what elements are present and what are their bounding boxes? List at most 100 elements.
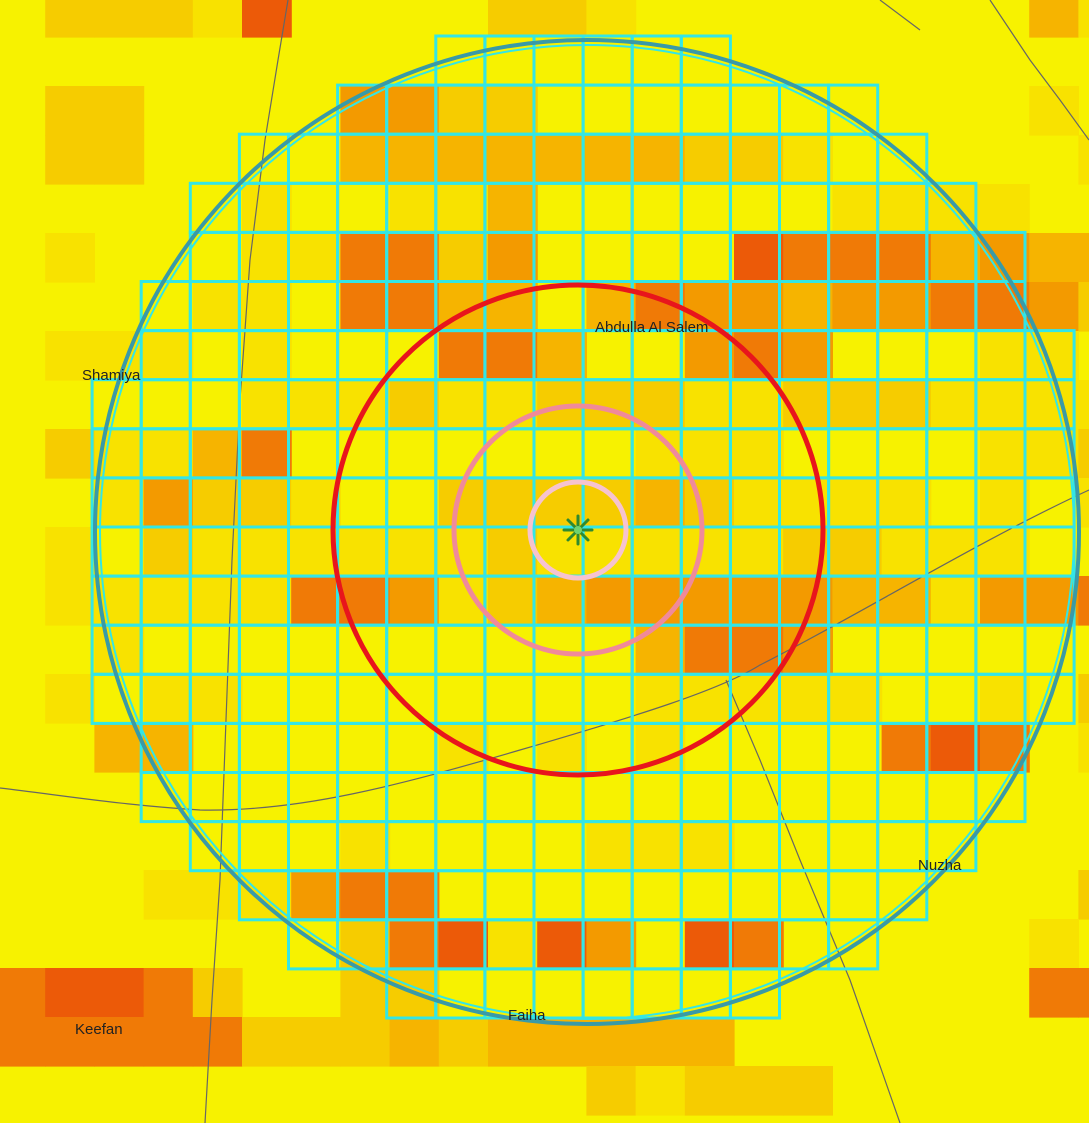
heat-cell xyxy=(242,527,292,577)
heat-cell xyxy=(881,184,932,234)
heat-cell xyxy=(832,184,883,234)
heat-cell xyxy=(1029,0,1079,38)
heat-cell xyxy=(537,723,587,773)
heat-cell xyxy=(635,478,686,528)
heat-cell xyxy=(783,1066,833,1116)
heat-cell xyxy=(734,919,784,969)
heat-cell xyxy=(389,527,440,577)
heat-cell xyxy=(832,576,883,626)
heat-cell xyxy=(143,576,194,626)
center-marker[interactable] xyxy=(562,514,594,546)
heat-cell xyxy=(684,1066,735,1116)
heat-cell xyxy=(1078,674,1089,724)
heat-cell xyxy=(684,429,735,479)
heat-cell xyxy=(1078,723,1089,773)
heat-cell xyxy=(881,576,932,626)
heat-cell xyxy=(783,233,833,283)
heat-cell xyxy=(734,1066,784,1116)
heat-cell xyxy=(586,527,637,577)
heat-cell xyxy=(94,968,145,1018)
heat-cell xyxy=(389,184,440,234)
heat-cell xyxy=(635,625,686,675)
heat-cell xyxy=(635,135,686,185)
heat-cell xyxy=(980,380,1030,430)
heat-cell xyxy=(734,233,784,283)
heat-cell xyxy=(488,135,538,185)
road-southwest-curve xyxy=(0,489,1089,811)
heat-cell xyxy=(734,135,784,185)
heat-cell xyxy=(980,527,1030,577)
road-northeast xyxy=(989,0,1089,141)
heat-cell xyxy=(94,0,145,38)
heat-cell xyxy=(438,331,489,381)
heat-cell xyxy=(635,1017,686,1067)
heat-cell xyxy=(832,527,883,577)
heat-cell xyxy=(537,919,587,969)
heat-cell xyxy=(143,1017,194,1067)
heat-cell xyxy=(783,135,833,185)
heat-cell xyxy=(1029,380,1079,430)
heat-cell xyxy=(45,674,95,724)
heat-cell xyxy=(488,919,538,969)
heat-cell xyxy=(389,380,440,430)
heat-cell xyxy=(45,331,95,381)
heat-cell xyxy=(242,0,292,38)
heat-cell xyxy=(291,233,341,283)
heat-cell xyxy=(143,0,194,38)
heat-cell xyxy=(832,282,883,332)
heat-cell xyxy=(980,429,1030,479)
heat-cell xyxy=(832,674,883,724)
heat-cell xyxy=(340,282,391,332)
heat-cell xyxy=(242,478,292,528)
heat-cell xyxy=(291,1017,341,1067)
heat-cell xyxy=(832,380,883,430)
heat-cell xyxy=(1078,0,1089,38)
heat-cell xyxy=(930,576,981,626)
heat-cell xyxy=(94,86,145,136)
grid-cell xyxy=(925,820,978,873)
heat-cell xyxy=(242,331,292,381)
heat-cell xyxy=(586,0,637,38)
grid-cell xyxy=(1023,672,1076,725)
heat-cell xyxy=(488,331,538,381)
heat-cell xyxy=(291,870,341,920)
heat-cell xyxy=(45,968,95,1018)
heat-cell xyxy=(488,0,538,38)
heat-cell xyxy=(143,674,194,724)
heat-cell xyxy=(1078,282,1089,332)
heat-cell xyxy=(684,821,735,871)
heat-cell xyxy=(881,478,932,528)
heat-cell xyxy=(192,1017,243,1067)
heat-cell xyxy=(832,233,883,283)
heat-cell xyxy=(340,968,391,1018)
heat-cell xyxy=(438,1017,489,1067)
heat-cell xyxy=(242,870,292,920)
heat-cell xyxy=(980,576,1030,626)
heat-cell xyxy=(143,478,194,528)
heat-cell xyxy=(94,1017,145,1067)
heat-cell xyxy=(438,576,489,626)
heat-cell xyxy=(1078,576,1089,626)
label-abdulla-al-salem: Abdulla Al Salem xyxy=(595,319,708,336)
heat-cell xyxy=(1078,233,1089,283)
heat-cell xyxy=(192,968,243,1018)
light-pink-ring xyxy=(527,479,629,581)
heat-cell xyxy=(340,233,391,283)
heat-cell xyxy=(438,527,489,577)
heat-cell xyxy=(586,1066,637,1116)
heat-cell xyxy=(586,135,637,185)
heat-cell xyxy=(537,331,587,381)
grid-cell xyxy=(728,967,782,1020)
heat-cell xyxy=(192,576,243,626)
heat-cell xyxy=(242,1017,292,1067)
heat-cell xyxy=(537,135,587,185)
heat-cell xyxy=(635,527,686,577)
road-north xyxy=(879,0,921,31)
heat-cell xyxy=(586,919,637,969)
heat-cell xyxy=(192,282,243,332)
heat-cell xyxy=(635,380,686,430)
heat-cell xyxy=(340,1017,391,1067)
heat-cell xyxy=(1029,233,1079,283)
